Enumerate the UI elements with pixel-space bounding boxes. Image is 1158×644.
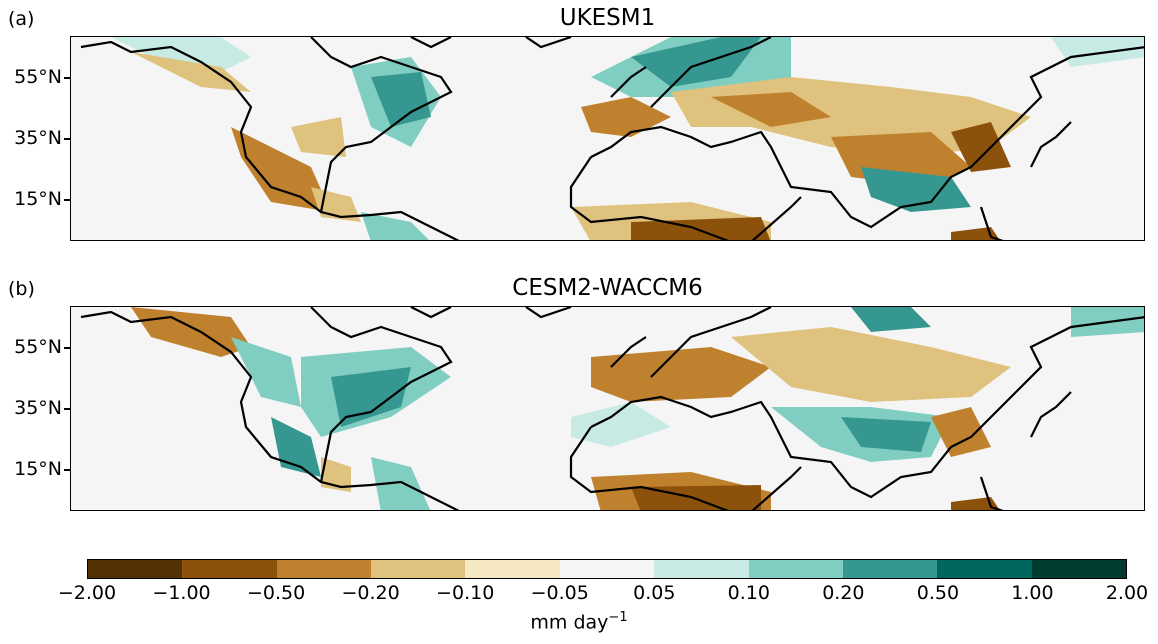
map-panel-b <box>70 306 1145 511</box>
colorbar-segment <box>842 560 938 578</box>
colorbar-tick-label: −0.50 <box>246 582 306 604</box>
panel-a-letter: (a) <box>8 8 35 30</box>
coastlines-a <box>80 37 1144 240</box>
colorbar-tick-label: −0.10 <box>436 582 495 604</box>
map-a-svg <box>80 37 1144 240</box>
colorbar-tick-label: 2.00 <box>1105 582 1149 604</box>
colorbar-tick-label: 0.10 <box>727 582 770 604</box>
lat-label-b-55: 55°N <box>14 336 62 358</box>
lat-label-a-35: 35°N <box>14 127 62 149</box>
colorbar-tick-label: 0.50 <box>916 582 960 604</box>
lat-label-a-55: 55°N <box>14 66 62 88</box>
lat-label-b-35: 35°N <box>14 397 62 419</box>
colorbar <box>87 559 1127 579</box>
lat-tick-b-55 <box>64 347 70 349</box>
colorbar-segment <box>88 560 183 578</box>
lat-tick-a-35 <box>64 138 70 140</box>
colorbar-tick-label: −0.20 <box>341 582 400 604</box>
lat-label-b-15: 15°N <box>14 458 62 480</box>
colorbar-segment <box>182 560 277 578</box>
map-panel-a <box>70 36 1145 241</box>
lat-tick-b-35 <box>64 408 70 410</box>
map-b-svg <box>80 307 1144 510</box>
colorbar-unit-exponent: −1 <box>608 610 628 625</box>
colorbar-segment <box>371 560 466 578</box>
panel-b-title: CESM2-WACCM6 <box>512 275 703 301</box>
anomaly-patches-b <box>131 307 1144 510</box>
colorbar-tick-label: 0.05 <box>633 582 676 604</box>
lat-tick-a-15 <box>64 199 70 201</box>
colorbar-segment <box>276 560 372 578</box>
colorbar-segment <box>559 560 655 578</box>
panel-a-title: UKESM1 <box>559 5 656 31</box>
lat-tick-a-55 <box>64 77 70 79</box>
colorbar-segment <box>937 560 1032 578</box>
colorbar-segment <box>654 560 749 578</box>
colorbar-unit-label: mm day−1 <box>0 610 1158 633</box>
colorbar-segment <box>748 560 843 578</box>
colorbar-unit-base: mm day <box>530 611 609 634</box>
colorbar-segment <box>1031 560 1126 578</box>
lat-tick-b-15 <box>64 469 70 471</box>
colorbar-tick-label: 1.00 <box>1011 582 1054 604</box>
lat-label-a-15: 15°N <box>14 188 62 210</box>
anomaly-patches-a <box>111 37 1144 240</box>
coastlines-b <box>80 307 1144 510</box>
colorbar-tick-label: −0.05 <box>530 582 589 604</box>
colorbar-segment <box>465 560 560 578</box>
panel-b-letter: (b) <box>8 278 35 300</box>
colorbar-tick-label: −2.00 <box>57 582 117 604</box>
colorbar-tick-label: 0.20 <box>822 582 865 604</box>
colorbar-tick-label: −1.00 <box>152 582 211 604</box>
